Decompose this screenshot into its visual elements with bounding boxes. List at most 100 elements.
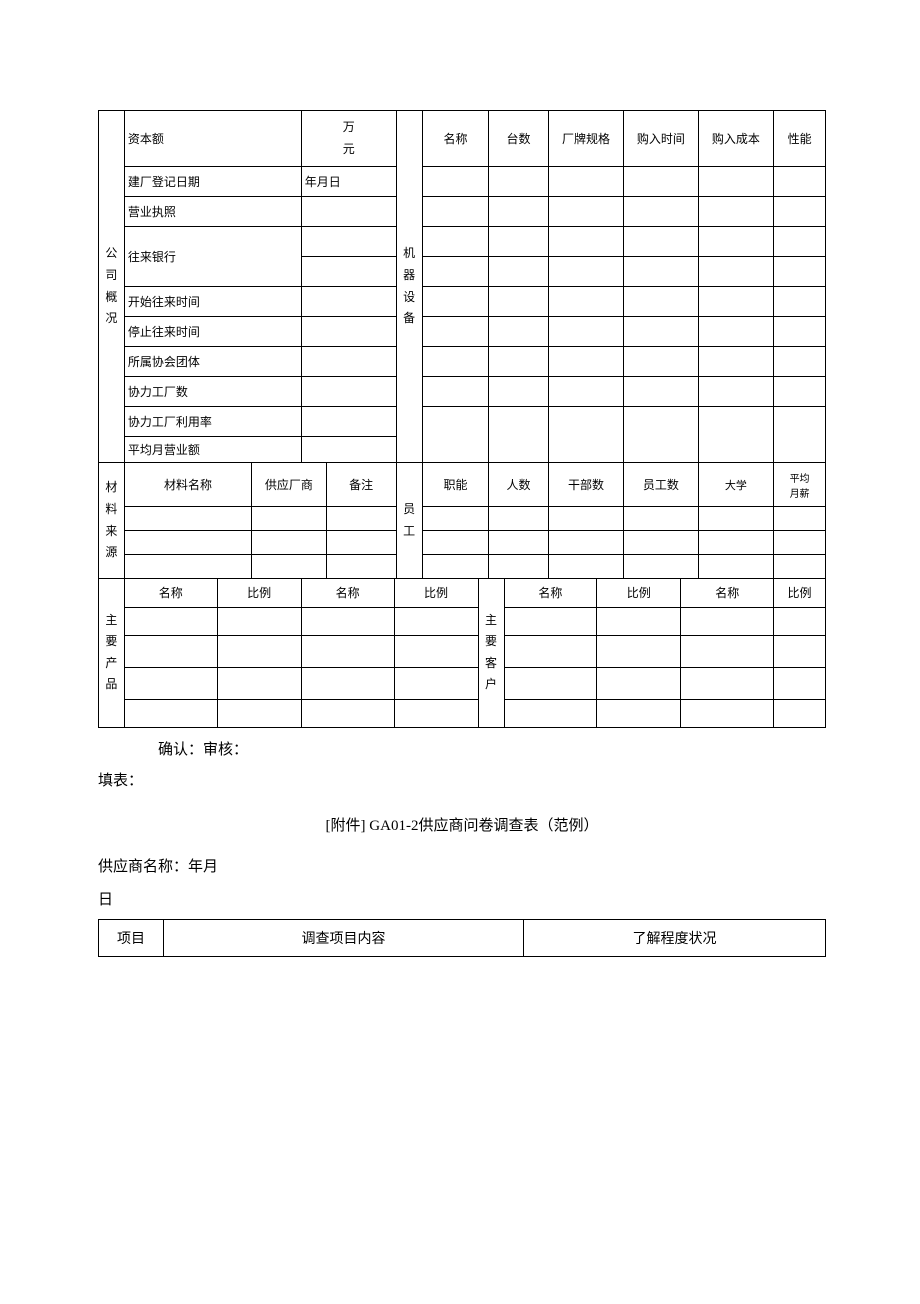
equip-cell: [489, 347, 548, 377]
day-label: 日: [98, 882, 826, 919]
cust-cell: [597, 667, 681, 699]
equip-cell: [624, 347, 698, 377]
equip-cell: [698, 167, 774, 197]
bank-value-1: [301, 227, 396, 257]
equip-cell: [489, 377, 548, 407]
equip-cell: [548, 227, 624, 257]
mat-cell: [124, 507, 251, 531]
emp-cell: [698, 531, 774, 555]
mat-cell: [124, 531, 251, 555]
products-customers-table: 主 要 产 品 名称 比例 名称 比例 主 要 客 户 名称 比例 名称 比例: [98, 579, 826, 728]
company-equipment-table: 公 司 概 况 资本额 万 元 机 器 设 备 名称 台数 厂牌规格 购入时间 …: [98, 110, 826, 579]
prod-cell: [124, 607, 217, 635]
survey-table: 项目 调查项目内容 了解程度状况: [98, 919, 826, 957]
assoc-value: [301, 347, 396, 377]
coop-rate-value: [301, 407, 396, 437]
equip-col-count: 台数: [489, 111, 548, 167]
prod-cell: [217, 635, 301, 667]
equip-cell: [698, 377, 774, 407]
mat-cell: [124, 555, 251, 579]
equip-cell: [624, 197, 698, 227]
cust-cell: [681, 667, 774, 699]
mat-cell: [252, 555, 326, 579]
mat-cell: [252, 531, 326, 555]
emp-cell: [698, 555, 774, 579]
survey-col-status: 了解程度状况: [524, 919, 826, 956]
emp-cell: [548, 507, 624, 531]
emp-cell: [489, 507, 548, 531]
mat-col-name: 材料名称: [124, 463, 251, 507]
emp-cell: [548, 531, 624, 555]
equip-cell: [548, 317, 624, 347]
equip-cell: [422, 167, 489, 197]
equip-cell: [624, 257, 698, 287]
equip-col-buycost: 购入成本: [698, 111, 774, 167]
cust-col-ratio-2: 比例: [774, 579, 826, 607]
coop-rate-label: 协力工厂利用率: [124, 407, 301, 437]
survey-col-content: 调查项目内容: [164, 919, 524, 956]
equip-cell: [422, 227, 489, 257]
mat-col-supplier: 供应厂商: [252, 463, 326, 507]
equip-cell: [698, 227, 774, 257]
emp-col-college: 大学: [698, 463, 774, 507]
equip-cell: [548, 287, 624, 317]
prod-cell: [394, 667, 478, 699]
equip-cell: [624, 317, 698, 347]
customers-section-header: 主 要 客 户: [478, 579, 504, 727]
license-value: [301, 197, 396, 227]
supplier-name-label: 供应商名称：年月: [98, 849, 826, 882]
capital-value: 万 元: [301, 111, 396, 167]
equip-col-name: 名称: [422, 111, 489, 167]
emp-cell: [624, 507, 698, 531]
equip-cell: [698, 197, 774, 227]
equip-cell: [774, 317, 826, 347]
emp-cell: [422, 531, 489, 555]
coop-count-value: [301, 377, 396, 407]
cust-cell: [504, 607, 597, 635]
prod-cell: [301, 607, 394, 635]
cust-cell: [597, 699, 681, 727]
equip-cell: [489, 317, 548, 347]
emp-cell: [624, 555, 698, 579]
fill-form-label: 填表：: [98, 763, 826, 796]
equip-cell: [422, 287, 489, 317]
equip-cell: [489, 407, 548, 463]
prod-cell: [301, 635, 394, 667]
equip-cell: [422, 377, 489, 407]
prod-cell: [217, 607, 301, 635]
equip-cell: [489, 287, 548, 317]
emp-cell: [698, 507, 774, 531]
equip-cell: [624, 167, 698, 197]
equip-col-buytime: 购入时间: [624, 111, 698, 167]
cust-cell: [504, 667, 597, 699]
prod-cell: [301, 699, 394, 727]
equip-cell: [698, 407, 774, 463]
prod-cell: [394, 699, 478, 727]
survey-col-item: 项目: [99, 919, 164, 956]
equip-cell: [422, 257, 489, 287]
mat-cell: [326, 507, 396, 531]
equip-cell: [422, 317, 489, 347]
prod-cell: [217, 667, 301, 699]
equip-cell: [489, 257, 548, 287]
cust-cell: [774, 699, 826, 727]
mat-cell: [326, 555, 396, 579]
equip-cell: [548, 347, 624, 377]
cust-cell: [774, 667, 826, 699]
prod-col-name-2: 名称: [301, 579, 394, 607]
cust-cell: [504, 635, 597, 667]
bank-value-2: [301, 257, 396, 287]
cust-cell: [504, 699, 597, 727]
equip-cell: [698, 317, 774, 347]
coop-count-label: 协力工厂数: [124, 377, 301, 407]
assoc-label: 所属协会团体: [124, 347, 301, 377]
cust-cell: [681, 635, 774, 667]
emp-cell: [489, 531, 548, 555]
cust-cell: [681, 699, 774, 727]
products-section-header: 主 要 产 品: [99, 579, 125, 727]
prod-col-ratio-1: 比例: [217, 579, 301, 607]
avg-rev-value: [301, 437, 396, 463]
equip-cell: [698, 287, 774, 317]
emp-cell: [422, 507, 489, 531]
cust-col-name-2: 名称: [681, 579, 774, 607]
